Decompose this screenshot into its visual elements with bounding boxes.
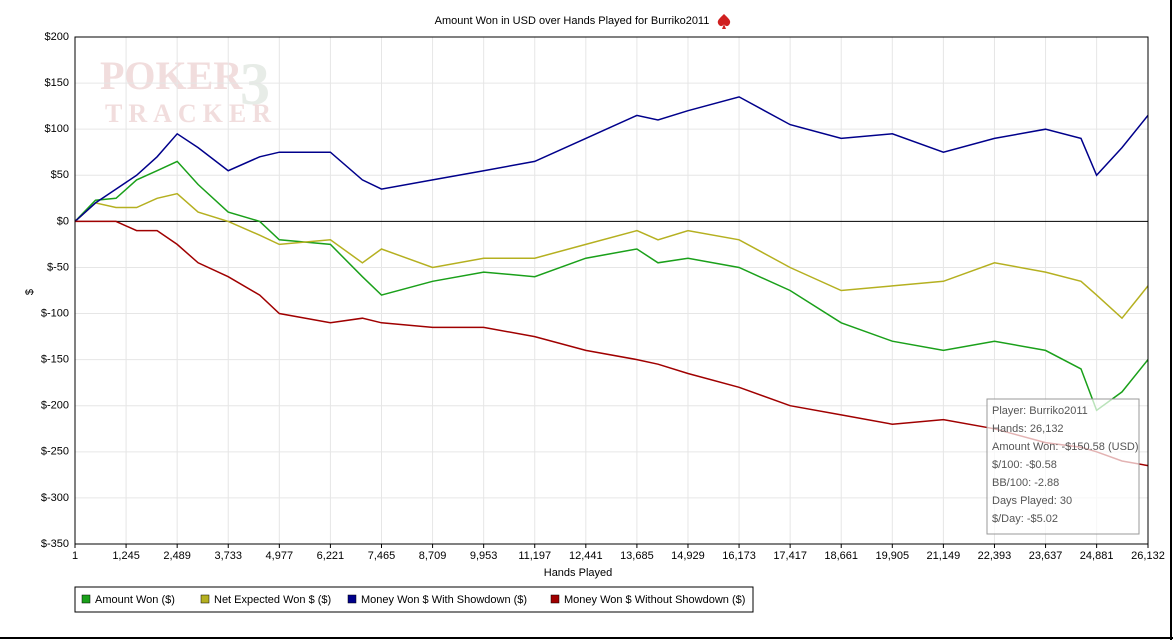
tooltip-box [986,398,1140,535]
y-tick-label: $-100 [41,307,69,319]
tooltip-line: Hands: 26,132 [992,423,1064,435]
y-tick-label: $-200 [41,400,69,412]
spade-icon [717,14,731,29]
x-tick-label: 1,245 [112,550,140,562]
y-tick-label: $100 [45,123,69,135]
x-tick-label: 3,733 [214,550,242,562]
watermark-text: 3 [240,51,270,117]
legend-box [74,586,754,613]
x-tick-label: 19,905 [875,550,909,562]
x-tick-label: 11,197 [518,550,551,562]
y-tick-label: $200 [45,31,69,43]
x-tick-label: 1 [72,550,78,562]
legend-swatch [347,594,357,604]
y-tick-label: $-50 [47,261,69,273]
x-tick-label: 12,441 [569,550,603,562]
y-tick-label: $-150 [41,354,69,366]
y-tick-label: $50 [51,169,69,181]
legend-swatch [200,594,210,604]
series-line [74,160,1149,412]
tooltip: Player: Burriko2011 Hands: 26,132 Amount W… [986,398,1140,535]
x-tick-label: 18,661 [824,550,858,562]
chart-title: Amount Won in USD over Hands Played for … [435,15,710,27]
x-tick-label: 9,953 [470,550,498,562]
legend-label: Amount Won ($) [95,594,175,606]
y-tick-label: $-350 [41,538,69,550]
plot-border [74,36,1149,545]
x-axis-label: Hands Played [544,567,613,579]
tooltip-line: Days Played: 30 [992,495,1072,507]
x-tick-label: 24,881 [1080,550,1114,562]
x-tick-label: 13,685 [620,550,654,562]
watermark-text: TRACKER [105,99,277,128]
tooltip-line: $/100: -$0.58 [992,459,1057,471]
y-tick-label: $-300 [41,492,69,504]
y-tick-label: $-250 [41,446,69,458]
x-tick-label: 14,929 [671,550,705,562]
series-line [74,192,1149,320]
x-tick-label: 2,489 [163,550,191,562]
x-tick-label: 4,977 [266,550,294,562]
x-tick-label: 8,709 [419,550,447,562]
x-tick-label: 6,221 [317,550,345,562]
x-tick-label: 23,637 [1029,550,1063,562]
legend-swatch [550,594,560,604]
tooltip-line: Player: Burriko2011 [992,405,1088,417]
watermark: POKER TRACKER 3 [100,51,277,128]
y-tick-label: $0 [57,215,69,227]
legend-label: Money Won $ With Showdown ($) [361,594,527,606]
x-tick-label: 7,465 [368,550,396,562]
legend-label: Money Won $ Without Showdown ($) [564,594,745,606]
x-tick-label: 21,149 [927,550,961,562]
x-tick-label: 16,173 [722,550,756,562]
tooltip-line: BB/100: -2.88 [992,477,1059,489]
legend-swatch [81,594,91,604]
x-tick-label: 17,417 [773,550,807,562]
tooltip-line: $/Day: -$5.02 [992,513,1058,525]
x-tick-label: 22,393 [978,550,1012,562]
series-line [74,96,1149,222]
y-axis-label: $ [24,289,36,295]
watermark-text: POKER [100,53,243,98]
tooltip-line: Amount Won: -$150.58 (USD) [992,441,1139,453]
x-tick-label: 26,132 [1131,550,1165,562]
legend-label: Net Expected Won $ ($) [214,594,331,606]
y-tick-label: $150 [45,77,69,89]
